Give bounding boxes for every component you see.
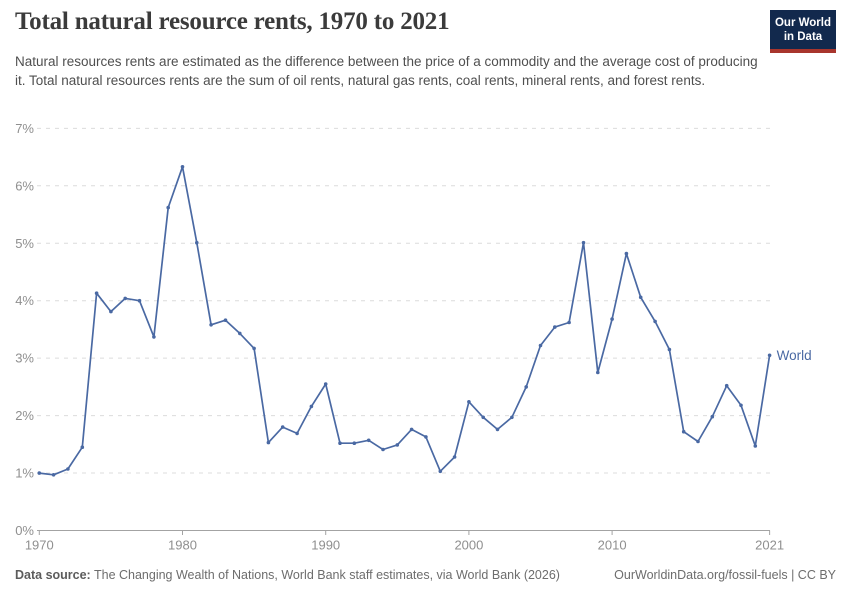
data-point[interactable] — [638, 295, 643, 300]
data-point[interactable] — [524, 385, 528, 389]
data-point[interactable] — [409, 427, 414, 432]
x-axis-tick-label: 1970 — [25, 538, 54, 553]
footer-link-text[interactable]: OurWorldinData.org/fossil-fuels | CC BY — [614, 568, 836, 582]
data-point[interactable] — [739, 403, 743, 408]
data-point[interactable] — [567, 320, 571, 325]
data-point[interactable] — [266, 440, 271, 445]
owid-logo[interactable]: Our World in Data — [770, 10, 836, 53]
data-point[interactable] — [338, 441, 342, 446]
data-point[interactable] — [366, 438, 371, 443]
data-point[interactable] — [309, 404, 314, 409]
y-axis-tick-label: 6% — [15, 178, 34, 193]
y-axis-tick-label: 0% — [15, 523, 34, 538]
y-axis-tick-label: 2% — [15, 408, 34, 423]
y-axis-tick-label: 4% — [15, 293, 34, 308]
data-point[interactable] — [352, 441, 357, 446]
data-point[interactable] — [753, 444, 758, 448]
data-point[interactable] — [495, 427, 500, 432]
data-point[interactable] — [37, 471, 42, 475]
data-point[interactable] — [452, 455, 457, 459]
owid-logo-line1: Our World — [774, 17, 831, 29]
data-point[interactable] — [724, 383, 729, 388]
data-point[interactable] — [624, 251, 629, 256]
data-point[interactable] — [395, 443, 400, 447]
line-chart-canvas[interactable]: 0% 1% 2% 3% 4% 5% 6% 7% 1970 1980 1990 2000 2010 2021… — [0, 110, 850, 560]
x-axis-tick-label: 2021 — [755, 538, 784, 553]
data-point[interactable] — [323, 382, 328, 386]
series-end-label[interactable]: World — [777, 348, 812, 363]
data-point[interactable] — [66, 467, 70, 471]
y-axis-tick-label: 5% — [15, 236, 34, 251]
data-point[interactable] — [137, 298, 142, 303]
data-point[interactable] — [653, 319, 657, 324]
data-point[interactable] — [80, 445, 85, 450]
data-point[interactable] — [610, 317, 614, 321]
data-point[interactable] — [209, 323, 213, 327]
data-source-label: Data source: — [15, 568, 91, 582]
y-axis-tick-label: 1% — [15, 466, 34, 481]
data-point[interactable] — [467, 400, 471, 404]
data-source-text: The Changing Wealth of Nations, World Ba… — [90, 568, 560, 582]
data-point[interactable] — [109, 309, 113, 314]
x-axis-tick-label: 1990 — [311, 538, 340, 553]
chart-footer: Data source: The Changing Wealth of Nati… — [15, 568, 836, 582]
data-point[interactable] — [381, 447, 385, 452]
data-point[interactable] — [681, 429, 686, 434]
data-point[interactable] — [195, 240, 199, 245]
data-point[interactable] — [238, 331, 242, 336]
data-point[interactable] — [710, 414, 715, 419]
data-point[interactable] — [510, 415, 514, 420]
data-point[interactable] — [180, 165, 185, 169]
data-point[interactable] — [166, 205, 170, 210]
x-axis-tick-label: 1980 — [168, 538, 197, 553]
data-point[interactable] — [696, 439, 700, 444]
owid-logo-line2: in Data — [783, 31, 823, 43]
data-point[interactable] — [152, 335, 156, 339]
data-point[interactable] — [223, 318, 228, 322]
y-axis-tick-label: 7% — [15, 121, 34, 136]
page-title: Total natural resource rents, 1970 to 20… — [15, 8, 450, 35]
data-point[interactable] — [252, 346, 256, 351]
x-axis-tick-label: 2010 — [598, 538, 627, 553]
data-point[interactable] — [596, 370, 600, 375]
data-point[interactable] — [481, 415, 486, 420]
data-point[interactable] — [767, 353, 772, 358]
data-point[interactable] — [538, 343, 543, 348]
data-point[interactable] — [280, 425, 285, 429]
x-axis-tick-label: 2000 — [454, 538, 483, 553]
data-point[interactable] — [424, 435, 428, 439]
data-point[interactable] — [581, 240, 586, 245]
data-point[interactable] — [94, 291, 99, 295]
data-point[interactable] — [553, 325, 557, 329]
y-axis-tick-label: 3% — [15, 351, 34, 366]
owid-logo-box: Our World in Data — [770, 10, 836, 49]
series-line — [38, 165, 771, 476]
data-point[interactable] — [295, 431, 299, 436]
data-point[interactable] — [123, 296, 127, 301]
data-point[interactable] — [51, 473, 56, 477]
data-point[interactable] — [667, 347, 672, 352]
owid-logo-accent-bar — [770, 49, 836, 53]
chart-subtitle: Natural resources rents are estimated as… — [15, 54, 758, 89]
data-point[interactable] — [438, 469, 443, 474]
data-source-note: Data source: The Changing Wealth of Nati… — [15, 568, 560, 582]
